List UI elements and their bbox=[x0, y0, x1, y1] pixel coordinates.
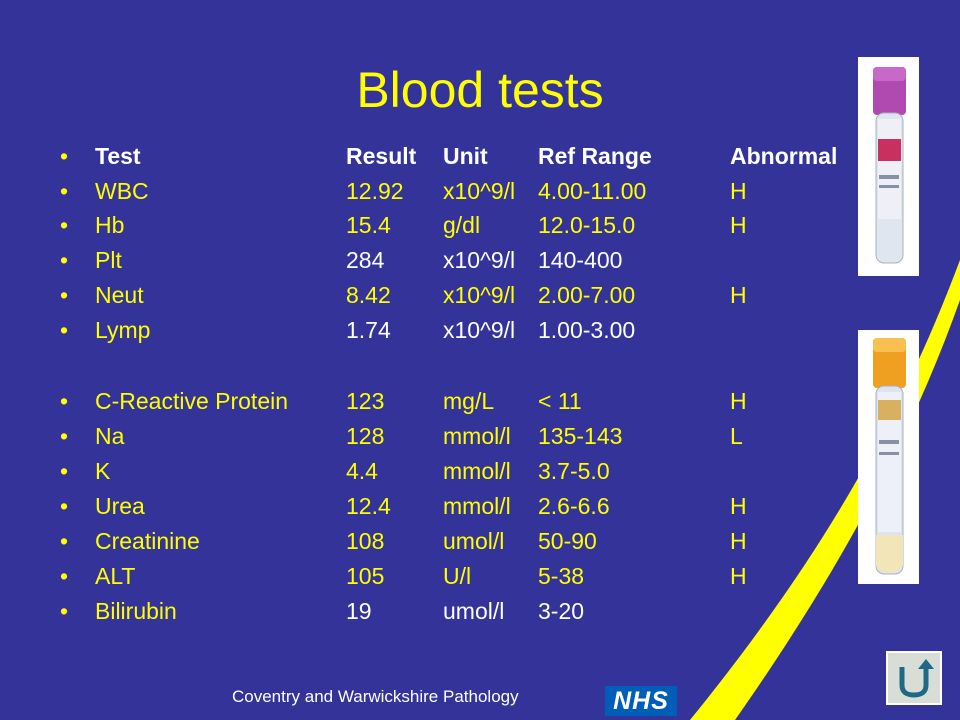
abnormal-flag: H bbox=[730, 493, 747, 519]
abnormal-flag: H bbox=[730, 178, 747, 204]
abnormal-flag: H bbox=[730, 528, 747, 554]
slide-title: Blood tests bbox=[356, 62, 604, 118]
unit: x10^9/l bbox=[443, 178, 516, 204]
unit: U/l bbox=[443, 563, 472, 589]
test-name: ALT bbox=[95, 563, 136, 589]
test-name: C-Reactive Protein bbox=[95, 388, 289, 414]
unit: x10^9/l bbox=[443, 317, 516, 343]
u-turn-back-arrow-icon bbox=[899, 659, 934, 698]
ref-range: 2.00-7.00 bbox=[538, 282, 636, 308]
result-value: 8.42 bbox=[346, 282, 391, 308]
ref-range: 50-90 bbox=[538, 528, 597, 554]
bullet: • bbox=[60, 212, 69, 238]
result-value: 108 bbox=[346, 528, 385, 554]
lavender-top-tube-image bbox=[858, 57, 919, 276]
test-name: Urea bbox=[95, 493, 145, 519]
unit: mmol/l bbox=[443, 493, 511, 519]
header-test: Test bbox=[95, 143, 141, 169]
result-value: 1.74 bbox=[346, 317, 391, 343]
result-value: 4.4 bbox=[346, 458, 378, 484]
header-ref-range: Ref Range bbox=[538, 143, 652, 169]
bullet: • bbox=[60, 528, 69, 554]
bullet: • bbox=[60, 247, 69, 273]
test-name: K bbox=[95, 458, 111, 484]
ref-range: < 11 bbox=[538, 388, 582, 414]
result-value: 123 bbox=[346, 388, 385, 414]
bullet: • bbox=[60, 143, 69, 169]
test-name: Bilirubin bbox=[95, 598, 177, 624]
unit: mmol/l bbox=[443, 458, 511, 484]
abnormal-flag: H bbox=[730, 388, 747, 414]
result-value: 12.4 bbox=[346, 493, 391, 519]
bullet: • bbox=[60, 598, 69, 624]
gold-top-tube-image bbox=[858, 330, 919, 584]
unit: x10^9/l bbox=[443, 247, 516, 273]
ref-range: 12.0-15.0 bbox=[538, 212, 636, 238]
lavender-top-blood-tube-icon bbox=[858, 57, 919, 276]
ref-range: 2.6-6.6 bbox=[538, 493, 610, 519]
bullet: • bbox=[60, 493, 69, 519]
abnormal-flag: H bbox=[730, 212, 747, 238]
abnormal-flag: H bbox=[730, 563, 747, 589]
unit: g/dl bbox=[443, 212, 481, 238]
back-button[interactable] bbox=[886, 651, 942, 705]
test-name: Creatinine bbox=[95, 528, 200, 554]
unit: mg/L bbox=[443, 388, 495, 414]
bullet: • bbox=[60, 563, 69, 589]
header-abnormal: Abnormal bbox=[730, 143, 838, 169]
footer-organisation: Coventry and Warwickshire Pathology bbox=[232, 687, 519, 706]
ref-range: 1.00-3.00 bbox=[538, 317, 636, 343]
bullet: • bbox=[60, 317, 69, 343]
result-value: 105 bbox=[346, 563, 385, 589]
abnormal-flag: H bbox=[730, 282, 747, 308]
abnormal-flag: L bbox=[730, 423, 743, 449]
unit: x10^9/l bbox=[443, 282, 516, 308]
nhs-logo: NHS bbox=[605, 686, 677, 716]
test-name: WBC bbox=[95, 178, 149, 204]
ref-range: 140-400 bbox=[538, 247, 623, 273]
header-unit: Unit bbox=[443, 143, 488, 169]
test-name: Plt bbox=[95, 247, 122, 273]
unit: umol/l bbox=[443, 598, 505, 624]
unit: umol/l bbox=[443, 528, 505, 554]
test-name: Na bbox=[95, 423, 125, 449]
result-value: 19 bbox=[346, 598, 372, 624]
ref-range: 4.00-11.00 bbox=[538, 178, 647, 204]
bullet: • bbox=[60, 388, 69, 414]
ref-range: 5-38 bbox=[538, 563, 585, 589]
result-value: 284 bbox=[346, 247, 385, 273]
test-name: Neut bbox=[95, 282, 144, 308]
bullet: • bbox=[60, 458, 69, 484]
ref-range: 3.7-5.0 bbox=[538, 458, 610, 484]
header-result: Result bbox=[346, 143, 417, 169]
ref-range: 135-143 bbox=[538, 423, 623, 449]
result-value: 128 bbox=[346, 423, 385, 449]
bullet: • bbox=[60, 423, 69, 449]
gold-top-blood-tube-icon bbox=[858, 330, 919, 584]
test-name: Hb bbox=[95, 212, 125, 238]
bullet: • bbox=[60, 282, 69, 308]
result-value: 15.4 bbox=[346, 212, 391, 238]
test-name: Lymp bbox=[95, 317, 151, 343]
bullet: • bbox=[60, 178, 69, 204]
unit: mmol/l bbox=[443, 423, 511, 449]
ref-range: 3-20 bbox=[538, 598, 585, 624]
result-value: 12.92 bbox=[346, 178, 404, 204]
